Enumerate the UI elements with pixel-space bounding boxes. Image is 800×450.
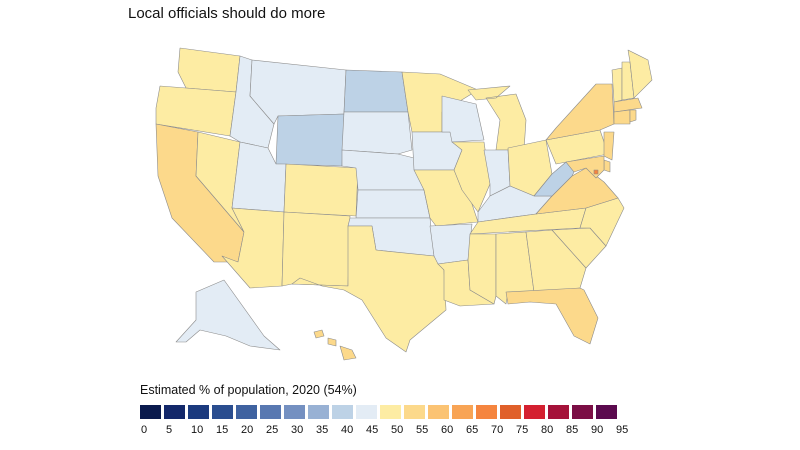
legend-label-50: 50 bbox=[391, 424, 404, 436]
map-title: Local officials should do more bbox=[128, 5, 326, 22]
legend-swatch-20 bbox=[236, 405, 257, 419]
legend-label-20: 20 bbox=[241, 424, 254, 436]
state-FL bbox=[505, 287, 599, 345]
state-WY bbox=[275, 113, 345, 167]
legend-swatch-50 bbox=[380, 405, 401, 419]
legend-swatch-70 bbox=[476, 405, 497, 419]
legend-label-90: 90 bbox=[591, 424, 604, 436]
legend-label-85: 85 bbox=[566, 424, 579, 436]
legend-label-60: 60 bbox=[441, 424, 454, 436]
legend-swatch-65 bbox=[452, 405, 473, 419]
legend-swatches bbox=[140, 405, 617, 419]
legend-label-65: 65 bbox=[466, 424, 479, 436]
legend: Estimated % of population, 2020 (54%) 0 5… bbox=[140, 383, 680, 443]
state-GA bbox=[525, 229, 587, 293]
legend-swatch-75 bbox=[500, 405, 521, 419]
legend-swatch-15 bbox=[212, 405, 233, 419]
legend-label-80: 80 bbox=[541, 424, 554, 436]
legend-label-0: 0 bbox=[141, 424, 148, 436]
state-AK bbox=[175, 279, 281, 351]
state-ME bbox=[627, 49, 653, 99]
state-SD bbox=[341, 111, 413, 155]
state-MA bbox=[613, 97, 643, 113]
legend-label-70: 70 bbox=[491, 424, 504, 436]
legend-labels: 0 5 10 15 20 25 30 35 40 45 50 55 60 65 70 75 80 85 90 95 bbox=[140, 424, 637, 436]
legend-swatch-10 bbox=[188, 405, 209, 419]
state-VT bbox=[611, 67, 623, 103]
legend-label-35: 35 bbox=[316, 424, 329, 436]
state-ND bbox=[343, 69, 409, 113]
legend-swatch-60 bbox=[428, 405, 449, 419]
state-DE bbox=[603, 159, 611, 173]
legend-swatch-80 bbox=[524, 405, 545, 419]
legend-label-55: 55 bbox=[416, 424, 429, 436]
state-NY bbox=[545, 83, 615, 141]
legend-label-40: 40 bbox=[341, 424, 354, 436]
legend-swatch-45 bbox=[356, 405, 377, 419]
legend-label-5: 5 bbox=[166, 424, 173, 436]
state-DC bbox=[593, 169, 599, 175]
state-VA bbox=[535, 167, 619, 215]
legend-label-30: 30 bbox=[291, 424, 304, 436]
legend-swatch-40 bbox=[332, 405, 353, 419]
legend-swatch-90 bbox=[572, 405, 593, 419]
legend-swatch-95 bbox=[596, 405, 617, 419]
legend-title: Estimated % of population, 2020 (54%) bbox=[140, 383, 357, 397]
legend-swatch-85 bbox=[548, 405, 569, 419]
state-CO bbox=[283, 163, 359, 217]
state-AR bbox=[429, 223, 473, 265]
us-choropleth-map bbox=[155, 47, 653, 361]
state-HI bbox=[313, 329, 357, 361]
legend-label-25: 25 bbox=[266, 424, 279, 436]
legend-swatch-35 bbox=[308, 405, 329, 419]
legend-label-75: 75 bbox=[516, 424, 529, 436]
legend-swatch-5 bbox=[164, 405, 185, 419]
state-WA bbox=[177, 47, 241, 93]
state-NJ bbox=[603, 131, 615, 161]
legend-label-95: 95 bbox=[616, 424, 629, 436]
state-KS bbox=[355, 189, 431, 219]
state-CT bbox=[613, 109, 631, 125]
legend-swatch-30 bbox=[284, 405, 305, 419]
legend-label-15: 15 bbox=[216, 424, 229, 436]
state-TX bbox=[291, 225, 447, 353]
legend-swatch-55 bbox=[404, 405, 425, 419]
state-RI bbox=[629, 109, 637, 123]
legend-swatch-25 bbox=[260, 405, 281, 419]
state-NM bbox=[281, 211, 351, 287]
state-IL bbox=[451, 141, 491, 213]
legend-swatch-0 bbox=[140, 405, 161, 419]
legend-label-45: 45 bbox=[366, 424, 379, 436]
state-WI bbox=[441, 95, 485, 143]
legend-label-10: 10 bbox=[191, 424, 204, 436]
